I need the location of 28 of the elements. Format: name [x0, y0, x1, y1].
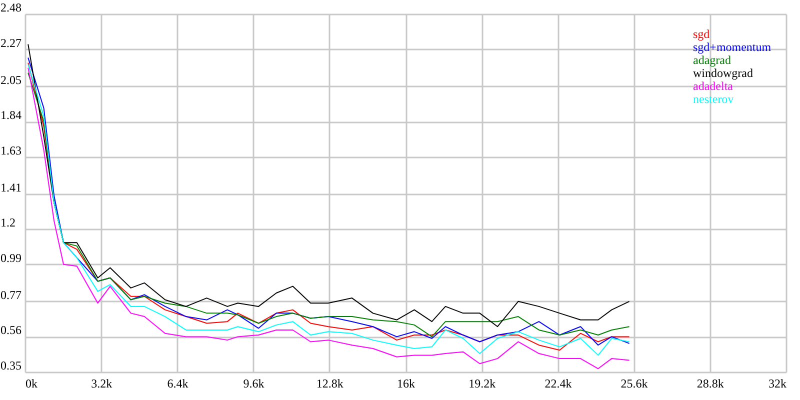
y-tick-label: 2.05 [0, 72, 22, 87]
y-tick-label: 2.27 [0, 36, 22, 50]
x-tick-label: 0k [26, 376, 38, 390]
y-tick-label: 1.2 [0, 216, 16, 230]
y-tick-label: 0.99 [0, 250, 22, 265]
x-tick-label: 28.8k [696, 376, 724, 390]
text: sgd [693, 27, 710, 41]
text: nesterov [693, 92, 734, 106]
x-tick-label: 6.4k [167, 376, 188, 390]
x-tick-label: 3.2k [91, 376, 112, 390]
x-tick-label: 25.6k [620, 376, 648, 390]
y-tick-label: 0.56 [0, 323, 22, 338]
x-tick-label: 22.4k [544, 376, 572, 390]
text: sgd+momentum [693, 40, 772, 54]
text: windowgrad [693, 66, 753, 80]
x-tick-label: 32k [768, 376, 786, 390]
y-tick-label: 2.48 [0, 0, 22, 14]
y-tick-label: 0.77 [0, 288, 22, 302]
y-tick-label: 1.63 [0, 143, 22, 158]
text: adagrad [693, 53, 731, 67]
y-tick-label: 0.35 [0, 358, 22, 372]
x-tick-label: 9.6k [243, 376, 264, 390]
y-tick-label: 1.41 [0, 180, 22, 194]
text: adadelta [693, 79, 734, 93]
x-tick-label: 12.8k [316, 376, 344, 390]
x-tick-label: 16k [397, 376, 415, 390]
x-tick-label: 19.2k [468, 376, 496, 390]
y-tick-label: 1.84 [0, 108, 22, 122]
